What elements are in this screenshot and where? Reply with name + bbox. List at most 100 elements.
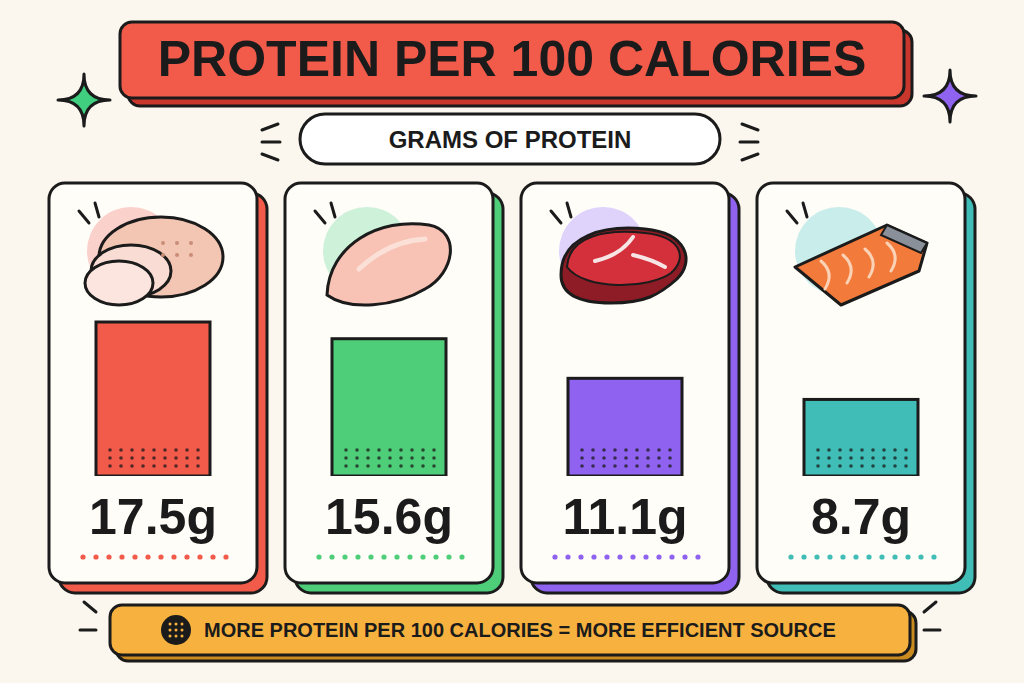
dotted-rule	[879, 554, 884, 559]
footer-icon-dot	[175, 629, 178, 632]
chart: PROTEIN PER 100 CALORIES GRAMS OF PROTEIN…	[0, 0, 1024, 683]
dotted-rule	[171, 554, 176, 559]
subtitle: GRAMS OF PROTEIN	[389, 126, 632, 153]
icon-part	[567, 232, 680, 285]
bar-texture	[366, 456, 370, 460]
bar-texture	[119, 448, 123, 452]
bar-texture	[432, 456, 436, 460]
sparkle	[58, 74, 110, 126]
food-icon	[561, 228, 686, 303]
bar-texture	[344, 456, 348, 460]
dotted-rule	[866, 554, 871, 559]
bar-texture	[141, 456, 145, 460]
bar-texture	[355, 456, 359, 460]
bar-texture	[860, 464, 864, 468]
bar-texture	[646, 448, 650, 452]
bar-texture	[174, 464, 178, 468]
dotted-rule	[184, 554, 189, 559]
icon-part	[189, 241, 193, 245]
bar-texture	[580, 456, 584, 460]
dotted-rule	[223, 554, 228, 559]
bar-texture	[432, 464, 436, 468]
bar-texture	[388, 448, 392, 452]
bar-texture	[871, 456, 875, 460]
annotation: MORE PROTEIN PER 100 CALORIES = MORE EFF…	[204, 619, 836, 641]
bar-texture	[624, 464, 628, 468]
bar-texture	[849, 456, 853, 460]
accent	[787, 211, 797, 223]
bar-texture	[591, 464, 595, 468]
bar-texture	[355, 448, 359, 452]
bar-texture	[108, 456, 112, 460]
icon-part	[843, 255, 851, 283]
bar-texture	[624, 456, 628, 460]
food-icon	[327, 224, 450, 305]
bar-texture	[410, 464, 414, 468]
dotted-rule	[905, 554, 910, 559]
bar-texture	[355, 464, 359, 468]
food-icon	[795, 225, 927, 305]
accent	[567, 203, 571, 217]
bar-texture	[421, 464, 425, 468]
accent	[924, 629, 940, 632]
bar-texture	[882, 448, 886, 452]
bar-texture	[196, 456, 200, 460]
dotted-rule	[106, 554, 111, 559]
dotted-rule	[145, 554, 150, 559]
bar-texture	[591, 456, 595, 460]
bar-texture	[816, 456, 820, 460]
bar-texture	[141, 464, 145, 468]
data-label: 11.1g	[562, 489, 687, 545]
bar-texture	[816, 448, 820, 452]
dotted-rule	[604, 554, 609, 559]
icon-part	[881, 225, 927, 253]
icon-part	[865, 249, 873, 277]
dotted-rule	[368, 554, 373, 559]
card	[285, 183, 493, 583]
accent	[262, 154, 278, 160]
dotted-rule	[682, 554, 687, 559]
bar-texture	[613, 456, 617, 460]
bar-texture	[646, 464, 650, 468]
icon-part	[175, 241, 179, 245]
dotted-rule	[119, 554, 124, 559]
bar-texture	[657, 464, 661, 468]
bars	[96, 322, 918, 476]
bar-texture	[668, 448, 672, 452]
title: PROTEIN PER 100 CALORIES	[158, 31, 867, 87]
bar-texture	[635, 448, 639, 452]
bar-texture	[871, 464, 875, 468]
dotted-rule	[565, 554, 570, 559]
accent	[80, 629, 96, 632]
footer-icon-dot	[181, 623, 184, 626]
footer-icon-dot	[169, 623, 172, 626]
dotted-rule	[342, 554, 347, 559]
dotted-rule	[918, 554, 923, 559]
bar-texture	[893, 456, 897, 460]
subtitle-pill	[300, 114, 720, 164]
data-label: 17.5g	[89, 489, 217, 545]
bar-texture	[119, 456, 123, 460]
bar-texture	[130, 448, 134, 452]
dotted-rule	[433, 554, 438, 559]
accent	[84, 602, 96, 612]
accent	[551, 211, 561, 223]
icon-part	[821, 261, 829, 289]
bar-texture	[904, 448, 908, 452]
dotted-rule	[394, 554, 399, 559]
bar-texture	[860, 456, 864, 460]
bar-texture	[849, 464, 853, 468]
dotted-rule	[446, 554, 451, 559]
bar	[332, 339, 446, 476]
bar-texture	[152, 464, 156, 468]
bar-texture	[827, 456, 831, 460]
bar-texture	[366, 448, 370, 452]
bar-texture	[377, 456, 381, 460]
food-icon	[85, 217, 223, 305]
dotted-rule	[93, 554, 98, 559]
footer-icon-dot	[181, 629, 184, 632]
accent	[742, 154, 758, 160]
footer-icon	[161, 615, 191, 645]
dotted-rule	[407, 554, 412, 559]
bar-texture	[580, 464, 584, 468]
